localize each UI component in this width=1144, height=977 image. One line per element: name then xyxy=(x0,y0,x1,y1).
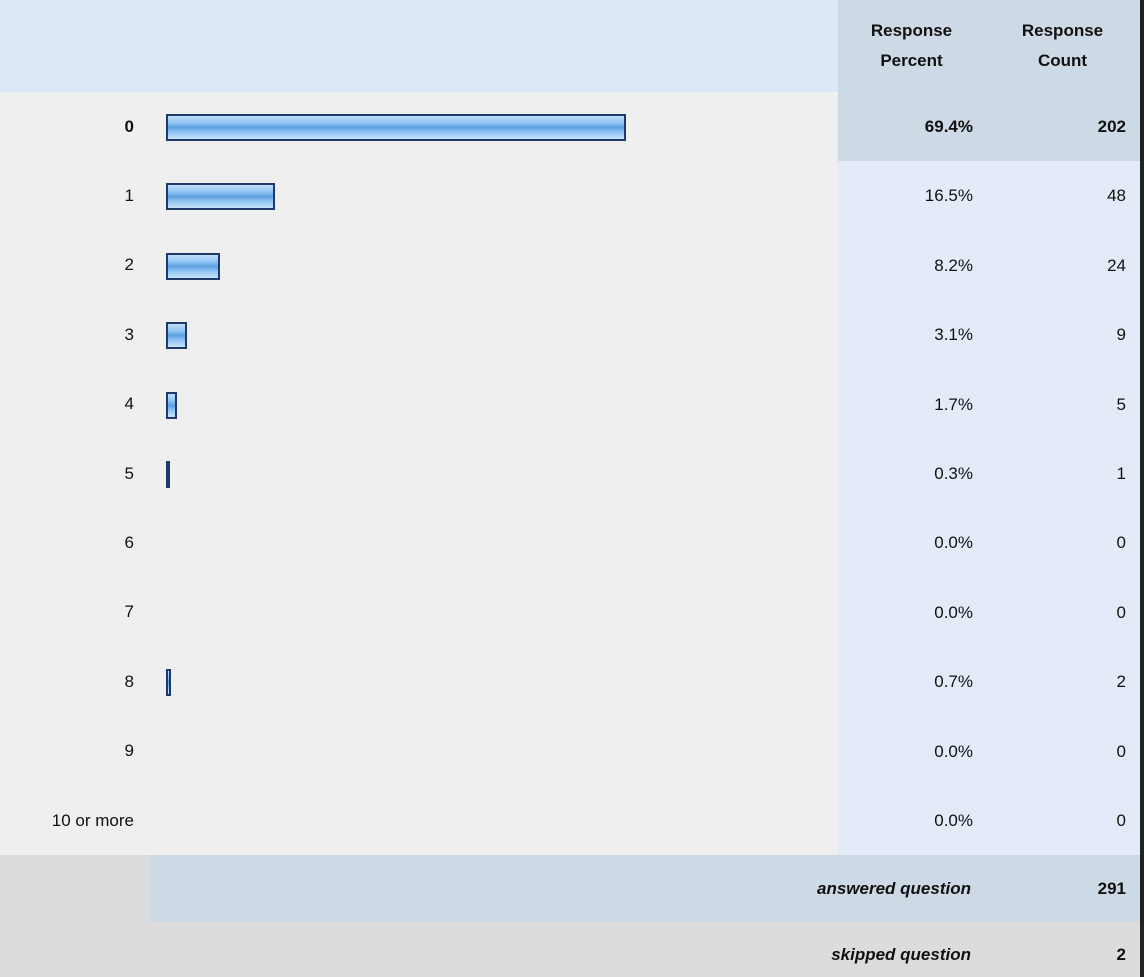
percent-cell: 0.0% xyxy=(838,716,985,787)
row-label: 2 xyxy=(124,255,134,275)
row-label: 10 or more xyxy=(51,810,134,830)
row-bg xyxy=(0,369,838,440)
percent-bar xyxy=(166,252,221,280)
row-label: 0 xyxy=(124,116,134,136)
row-bg xyxy=(0,161,838,232)
count-cell: 1 xyxy=(985,439,1140,509)
answered-label: answered question xyxy=(150,855,985,923)
row-label: 7 xyxy=(124,602,134,622)
row-bg xyxy=(0,508,838,579)
row-bg xyxy=(0,786,838,856)
percent-bar xyxy=(166,669,171,697)
percent-bar xyxy=(166,114,627,141)
percent-bar xyxy=(166,391,178,419)
answered-count: 291 xyxy=(985,855,1140,923)
count-cell: 9 xyxy=(985,300,1140,371)
skipped-label: skipped question xyxy=(0,922,985,977)
row-bg xyxy=(0,230,838,301)
percent-cell: 0.7% xyxy=(838,647,985,718)
count-cell: 0 xyxy=(985,716,1140,787)
percent-bar xyxy=(166,322,187,350)
count-cell: 48 xyxy=(985,161,1140,232)
percent-cell: 16.5% xyxy=(838,161,985,232)
row-label: 6 xyxy=(124,533,134,553)
header-count: Response Count xyxy=(985,0,1140,92)
count-cell: 0 xyxy=(985,508,1140,579)
percent-cell: 0.3% xyxy=(838,439,985,509)
percent-cell: 69.4% xyxy=(838,92,985,162)
percent-cell: 3.1% xyxy=(838,300,985,371)
row-bg xyxy=(0,716,838,787)
count-cell: 0 xyxy=(985,786,1140,856)
percent-bar xyxy=(166,461,170,488)
count-cell: 5 xyxy=(985,369,1140,440)
row-label: 4 xyxy=(124,394,134,414)
percent-cell: 8.2% xyxy=(838,230,985,301)
answered-gray xyxy=(0,855,150,923)
count-cell: 202 xyxy=(985,92,1140,162)
row-label: 5 xyxy=(124,463,134,483)
row-label: 9 xyxy=(124,741,134,761)
right-border xyxy=(1140,0,1144,977)
skipped-count: 2 xyxy=(985,922,1140,977)
count-cell: 0 xyxy=(985,577,1140,648)
count-cell: 2 xyxy=(985,647,1140,718)
row-bg xyxy=(0,300,838,371)
percent-cell: 0.0% xyxy=(838,577,985,648)
header-blank xyxy=(0,0,838,92)
count-cell: 24 xyxy=(985,230,1140,301)
row-bg xyxy=(0,439,838,509)
percent-bar xyxy=(166,183,276,211)
percent-cell: 0.0% xyxy=(838,786,985,856)
percent-cell: 1.7% xyxy=(838,369,985,440)
row-bg xyxy=(0,647,838,718)
header-percent: Response Percent xyxy=(838,0,985,92)
row-label: 3 xyxy=(124,324,134,344)
percent-cell: 0.0% xyxy=(838,508,985,579)
row-label: 1 xyxy=(124,186,134,206)
row-label: 8 xyxy=(124,671,134,691)
row-bg xyxy=(0,577,838,648)
